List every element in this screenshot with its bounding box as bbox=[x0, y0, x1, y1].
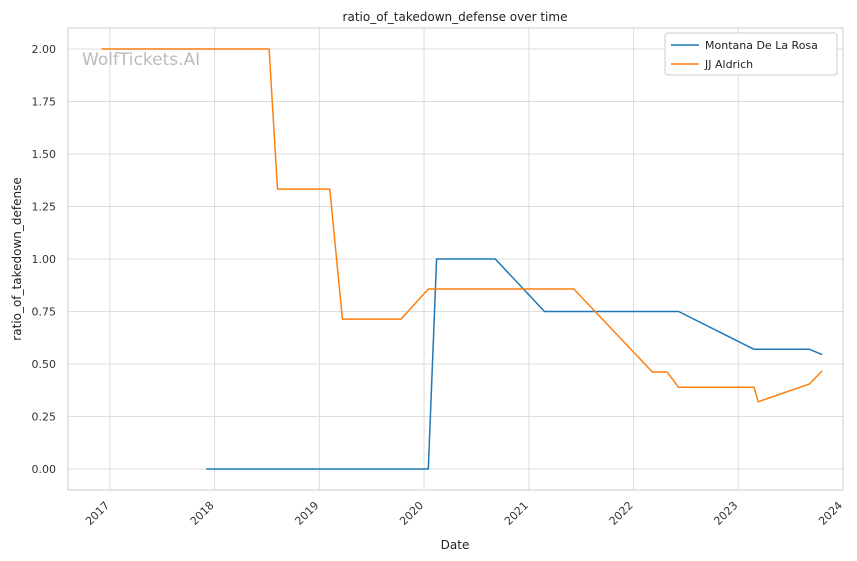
x-tick-labels: 2017 2018 2019 2020 2021 2022 2023 2024 bbox=[83, 499, 845, 528]
legend: Montana De La Rosa JJ Aldrich bbox=[664, 32, 838, 76]
y-axis-label: ratio_of_takedown_defense bbox=[10, 177, 24, 340]
x-tick-label: 2021 bbox=[502, 499, 531, 528]
y-tick-label: 1.25 bbox=[32, 201, 57, 214]
x-tick-label: 2023 bbox=[711, 499, 740, 528]
watermark: WolfTickets.AI bbox=[82, 50, 200, 70]
legend-label-montana: Montana De La Rosa bbox=[705, 39, 818, 52]
x-tick-label: 2022 bbox=[607, 499, 636, 528]
series-line-montana-de-la-rosa bbox=[206, 258, 823, 470]
plot-frame bbox=[67, 27, 844, 491]
y-tick-label: 0.00 bbox=[32, 463, 57, 476]
x-tick-label: 2018 bbox=[188, 499, 217, 528]
x-tick-label: 2024 bbox=[816, 499, 845, 528]
y-tick-label: 2.00 bbox=[32, 43, 57, 56]
x-tick-label: 2019 bbox=[292, 499, 321, 528]
x-tick-label: 2020 bbox=[397, 499, 426, 528]
y-tick-label: 0.50 bbox=[32, 358, 57, 371]
x-tick-label: 2017 bbox=[83, 499, 112, 528]
series-line-jj-aldrich bbox=[101, 48, 823, 403]
legend-box bbox=[664, 32, 838, 76]
series-layer bbox=[101, 48, 823, 470]
y-tick-label: 1.75 bbox=[32, 96, 57, 109]
y-tick-label: 0.25 bbox=[32, 411, 57, 424]
y-tick-label: 1.00 bbox=[32, 253, 57, 266]
legend-label-aldrich: JJ Aldrich bbox=[704, 58, 753, 71]
y-tick-labels: 0.00 0.25 0.50 0.75 1.00 1.25 1.50 1.75 2.00 bbox=[32, 43, 57, 476]
chart-title: ratio_of_takedown_defense over time bbox=[343, 10, 568, 24]
y-tick-label: 0.75 bbox=[32, 306, 57, 319]
x-axis-label: Date bbox=[441, 538, 470, 552]
y-tick-label: 1.50 bbox=[32, 148, 57, 161]
